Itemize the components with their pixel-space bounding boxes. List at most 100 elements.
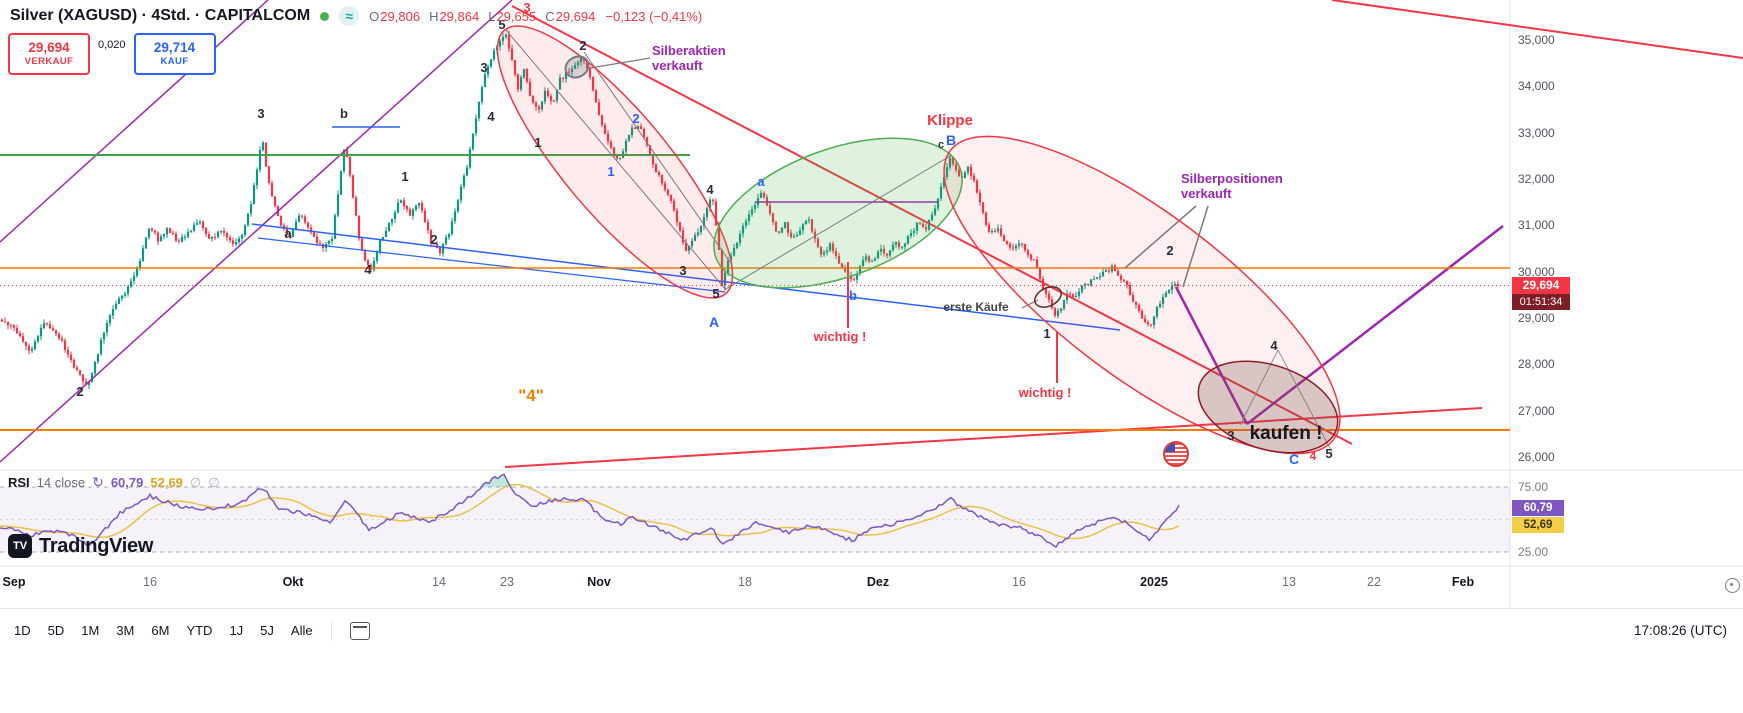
channel-line-purple-1: [0, 0, 513, 463]
pointer-silberpositionen-1: [1124, 205, 1197, 269]
rsi-value-badge: 60,79: [1512, 500, 1564, 516]
last-price-badge: 29,694: [1512, 277, 1570, 294]
range-switcher: 1D 5D 1M 3M 6M YTD 1J 5J Alle: [14, 623, 313, 638]
projection-up-purple: [1246, 225, 1504, 425]
rsi-lower-level-label: 25.00: [1518, 545, 1549, 559]
range-1M[interactable]: 1M: [81, 623, 100, 638]
range-Alle[interactable]: Alle: [290, 623, 313, 638]
buy-button[interactable]: 29,714 KAUF: [133, 33, 216, 75]
range-5J[interactable]: 5J: [260, 623, 274, 638]
triangle-line-up: [723, 155, 951, 291]
time-tick-13: 13: [1282, 575, 1296, 589]
price-tick-34,000: 34,000: [1518, 79, 1555, 94]
rsi-params: 14 close: [36, 475, 86, 490]
symbol-title: Silver (XAGUSD) · 4Std. · CAPITALCOM: [10, 7, 311, 24]
upper-right-trendline-red: [1331, 0, 1743, 59]
ohlc-h: H 29,864: [429, 8, 480, 24]
market-status-icon[interactable]: [320, 11, 330, 21]
order-panel: 29,694 VERKAUF 0,020 29,714 KAUF: [8, 33, 216, 75]
ohlc-c: C 29,694: [545, 8, 596, 24]
ohlc-values: O 29,806 H 29,864 L 29,655 C 29,694: [369, 9, 595, 24]
rsi-value: 60,79: [110, 475, 144, 490]
rsi-refresh-icon[interactable]: ↻: [92, 474, 104, 490]
tradingview-logo[interactable]: TV TradingView: [8, 534, 153, 558]
ellipse-drawings: [496, 25, 1341, 455]
range-1J[interactable]: 1J: [229, 623, 244, 638]
price-tick-30,000: 30,000: [1518, 264, 1555, 279]
rsi-settings-icon[interactable]: ∅: [208, 474, 220, 490]
time-tick-14: 14: [432, 575, 446, 589]
consolidation-ellipse-green: [713, 137, 963, 289]
pane-dividers: [0, 0, 1743, 608]
time-tick-23: 23: [500, 575, 514, 589]
marker-circle-top: [564, 55, 590, 79]
tradingview-logo-icon: TV: [8, 534, 32, 558]
buy-label: KAUF: [160, 55, 189, 67]
us-flag-event-icon[interactable]: [1163, 441, 1189, 467]
time-tick-22: 22: [1367, 575, 1381, 589]
price-tick-31,000: 31,000: [1518, 218, 1555, 233]
ohlc-o: O 29,806: [369, 8, 421, 24]
price-tick-35,000: 35,000: [1518, 33, 1555, 47]
sell-zone-ellipse-2: [943, 135, 1341, 455]
sell-button[interactable]: 29,694 VERKAUF: [8, 33, 90, 75]
sell-label: VERKAUF: [24, 55, 74, 67]
support-trendline-red: [504, 407, 1483, 468]
projection-zigzag-2: [1277, 349, 1333, 453]
time-tick-Nov: Nov: [587, 575, 611, 589]
bottom-toolbar: 1D 5D 1M 3M 6M YTD 1J 5J Alle 17:08:26 (UTC): [0, 608, 1743, 652]
bar-countdown-badge: 01:51:34: [1512, 294, 1570, 310]
time-tick-16: 16: [143, 575, 157, 589]
trend-lines: [0, 0, 1743, 468]
rsi-band: [0, 486, 1510, 553]
price-tick-26,000: 26,000: [1518, 449, 1555, 464]
candlesticks: [0, 30, 1180, 389]
rsi-ma-value: 52,69: [150, 475, 183, 490]
change-value: −0,123 (−0,41%): [605, 8, 703, 24]
projection-zigzag-1: [1239, 349, 1279, 426]
range-1D[interactable]: 1D: [14, 623, 31, 638]
time-tick-Sep: Sep: [2, 575, 26, 589]
calendar-icon[interactable]: [349, 621, 370, 640]
buy-zone-ellipse: [1197, 360, 1339, 454]
range-5D[interactable]: 5D: [47, 623, 65, 638]
projection-down-purple: [1174, 286, 1249, 425]
price-tick-27,000: 27,000: [1518, 403, 1555, 418]
price-tick-33,000: 33,000: [1518, 125, 1555, 140]
rsi-ma-badge: 52,69: [1512, 517, 1564, 533]
time-axis[interactable]: Sep 16 Okt 14 23 Nov 18 Dez 16 2025 13 22 Feb: [0, 566, 1510, 606]
time-tick-16: 16: [1012, 575, 1026, 589]
rsi-title: RSI: [8, 475, 30, 490]
price-tick-29,000: 29,000: [1518, 310, 1555, 325]
sell-zone-ellipse-1: [496, 25, 734, 299]
rsi-hide-icon[interactable]: ∅: [189, 474, 202, 490]
rsi-upper-level-label: 75.00: [1518, 480, 1549, 494]
price-tick-32,000: 32,000: [1518, 171, 1555, 186]
buy-price: 29,714: [153, 39, 196, 55]
wedge-line-1: [505, 29, 727, 291]
spread-value: 0,020: [98, 39, 126, 51]
squiggle-icon[interactable]: ≈: [339, 6, 360, 26]
tradingview-logo-text: TradingView: [39, 534, 154, 557]
time-tick-Feb: Feb: [1451, 575, 1475, 589]
blue-trendline-short: [257, 237, 726, 293]
time-tick-18: 18: [738, 575, 752, 589]
ohlc-l: L 29,655: [488, 8, 537, 24]
chart-header: Silver (XAGUSD) · 4Std. · CAPITALCOM ≈ O…: [10, 6, 702, 26]
camera-icon[interactable]: [1722, 576, 1742, 596]
blue-trendline-long: [251, 223, 1121, 331]
utc-clock[interactable]: 17:08:26 (UTC): [1633, 623, 1727, 638]
rsi-plot: [0, 473, 1180, 549]
wedge-line-2: [583, 51, 731, 263]
time-tick-Okt: Okt: [282, 575, 304, 589]
marker-circle-erste-kaeufe: [1034, 286, 1062, 308]
range-YTD[interactable]: YTD: [186, 623, 213, 638]
toolbar-divider: [330, 620, 332, 641]
sell-price: 29,694: [28, 39, 70, 55]
price-axis[interactable]: 35,000 34,000 33,000 32,000 31,000 30,000 29,0…: [1510, 0, 1743, 566]
range-3M[interactable]: 3M: [116, 623, 135, 638]
downtrend-line-red: [511, 5, 1353, 445]
range-6M[interactable]: 6M: [151, 623, 170, 638]
